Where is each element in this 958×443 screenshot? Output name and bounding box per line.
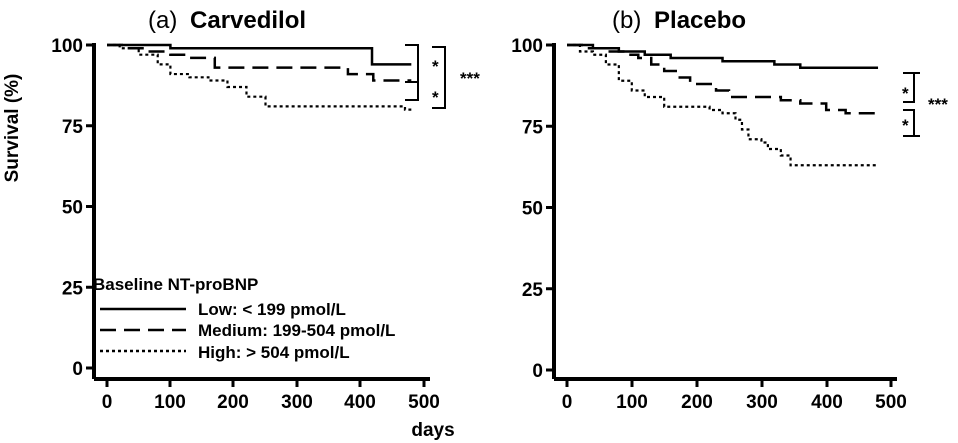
y-tick-label-a-0: 0	[72, 359, 83, 380]
panel-carvedilol: (a) Carvedilol Survival (%) 0 25 50 75 100 0 1…	[2, 7, 480, 441]
y-tick-label-b-4: 100	[511, 36, 543, 57]
series-line-a-dotted	[107, 43, 412, 111]
bracket-low-high-b	[914, 72, 920, 137]
x-tick-label-b-0: 0	[562, 392, 573, 413]
sig-star-2-b: *	[902, 116, 909, 135]
significance-a: * * ***	[405, 44, 480, 109]
axes-b: 0 25 50 75 100 0 100 200 300 400 500	[511, 36, 907, 413]
sig-star-2-a: *	[432, 88, 439, 107]
title-a-prefix: (a)	[148, 7, 177, 34]
title-a-main: Carvedilol	[190, 7, 306, 34]
y-tick-label-a-2: 50	[62, 198, 83, 219]
legend-label-low: Low: < 199 pmol/L	[198, 300, 346, 319]
legend-label-medium: Medium: 199-504 pmol/L	[198, 321, 395, 340]
title-a: (a) Carvedilol	[148, 7, 306, 34]
x-tick-label-a-3: 300	[281, 392, 313, 413]
x-tick-label-b-4: 400	[811, 392, 843, 413]
bracket-low-high-a	[432, 46, 446, 109]
x-tick-label-a-2: 200	[217, 392, 249, 413]
sig-star-1-b: *	[902, 84, 909, 103]
y-tick-label-a-3: 75	[62, 117, 84, 138]
series-line-a-dashed	[107, 43, 412, 82]
series-line-a-solid	[107, 43, 412, 66]
series-line-b-dotted	[567, 43, 879, 167]
bracket-medium-high-b	[903, 109, 915, 137]
title-b-prefix: (b)	[612, 7, 641, 34]
x-tick-label-a-1: 100	[154, 392, 186, 413]
bracket-medium-high-a	[405, 81, 419, 101]
x-tick-label-b-5: 500	[875, 392, 907, 413]
sig-star-3-a: ***	[460, 69, 480, 88]
x-tick-label-b-3: 300	[746, 392, 778, 413]
legend-title: Baseline NT-proBNP	[93, 275, 258, 294]
legend: Baseline NT-proBNP Low: < 199 pmol/L Med…	[93, 275, 395, 362]
y-tick-label-b-2: 50	[522, 199, 543, 220]
y-tick-label-a-1: 25	[62, 278, 84, 299]
sig-star-3-b: ***	[928, 95, 948, 114]
panel-placebo: (b) Placebo 0 25 50 75 100 0 100 200 300 400 500 *…	[511, 7, 948, 413]
series-line-b-dashed	[567, 43, 879, 115]
xlabel-a: days	[411, 420, 454, 441]
x-tick-label-b-2: 200	[681, 392, 713, 413]
x-tick-label-a-5: 500	[408, 392, 440, 413]
series-lines-a	[107, 43, 412, 111]
x-tick-label-a-4: 400	[344, 392, 376, 413]
title-b-main: Placebo	[654, 7, 746, 34]
title-b: (b) Placebo	[612, 7, 746, 34]
y-tick-label-b-0: 0	[532, 361, 543, 382]
bracket-low-medium-b	[903, 72, 915, 103]
x-tick-label-a-0: 0	[102, 392, 113, 413]
significance-b: * * ***	[902, 72, 948, 137]
axes-a: 0 25 50 75 100 0 100 200 300 400 500	[51, 36, 440, 413]
ylabel-a: Survival (%)	[2, 74, 23, 183]
y-tick-label-b-1: 25	[522, 280, 544, 301]
y-tick-label-b-3: 75	[522, 117, 544, 138]
x-tick-label-b-1: 100	[616, 392, 648, 413]
sig-star-1-a: *	[432, 57, 439, 76]
legend-label-high: High: > 504 pmol/L	[198, 343, 350, 362]
y-tick-label-a-4: 100	[51, 36, 83, 57]
series-lines-b	[567, 43, 879, 167]
